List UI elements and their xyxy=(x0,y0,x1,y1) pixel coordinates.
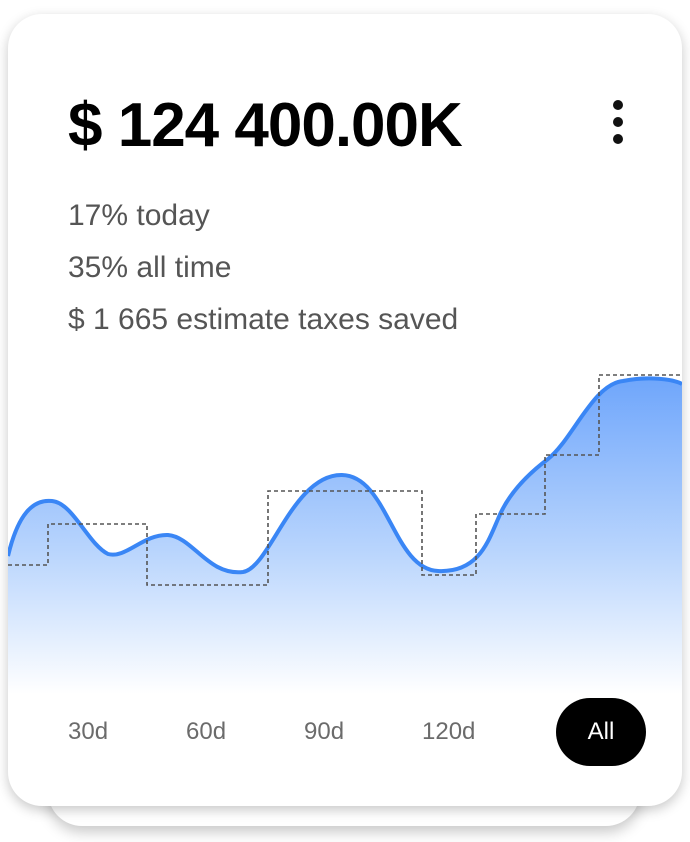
range-60d[interactable]: 60d xyxy=(186,718,227,745)
time-range-selector: 30d 60d 90d 120d All xyxy=(8,698,682,768)
more-vertical-icon xyxy=(613,100,623,110)
range-30d[interactable]: 30d xyxy=(68,718,109,745)
chart-line xyxy=(8,376,682,575)
performance-chart xyxy=(8,374,682,694)
range-all[interactable]: All xyxy=(556,698,646,766)
more-vertical-icon xyxy=(613,134,623,144)
chart-area xyxy=(8,378,682,694)
balance-amount: $ 124 400.00K xyxy=(68,91,463,160)
more-vertical-icon xyxy=(613,117,623,127)
stat-all-time: 35% all time xyxy=(68,251,232,284)
portfolio-card: $ 124 400.00K 17% today 35% all time $ 1… xyxy=(8,14,682,806)
more-menu-button[interactable] xyxy=(606,98,630,146)
range-120d[interactable]: 120d xyxy=(422,718,476,745)
stat-today: 17% today xyxy=(68,199,210,232)
stat-taxes-saved: $ 1 665 estimate taxes saved xyxy=(68,303,459,336)
comparison-step-line xyxy=(8,374,682,586)
range-90d[interactable]: 90d xyxy=(304,718,345,745)
